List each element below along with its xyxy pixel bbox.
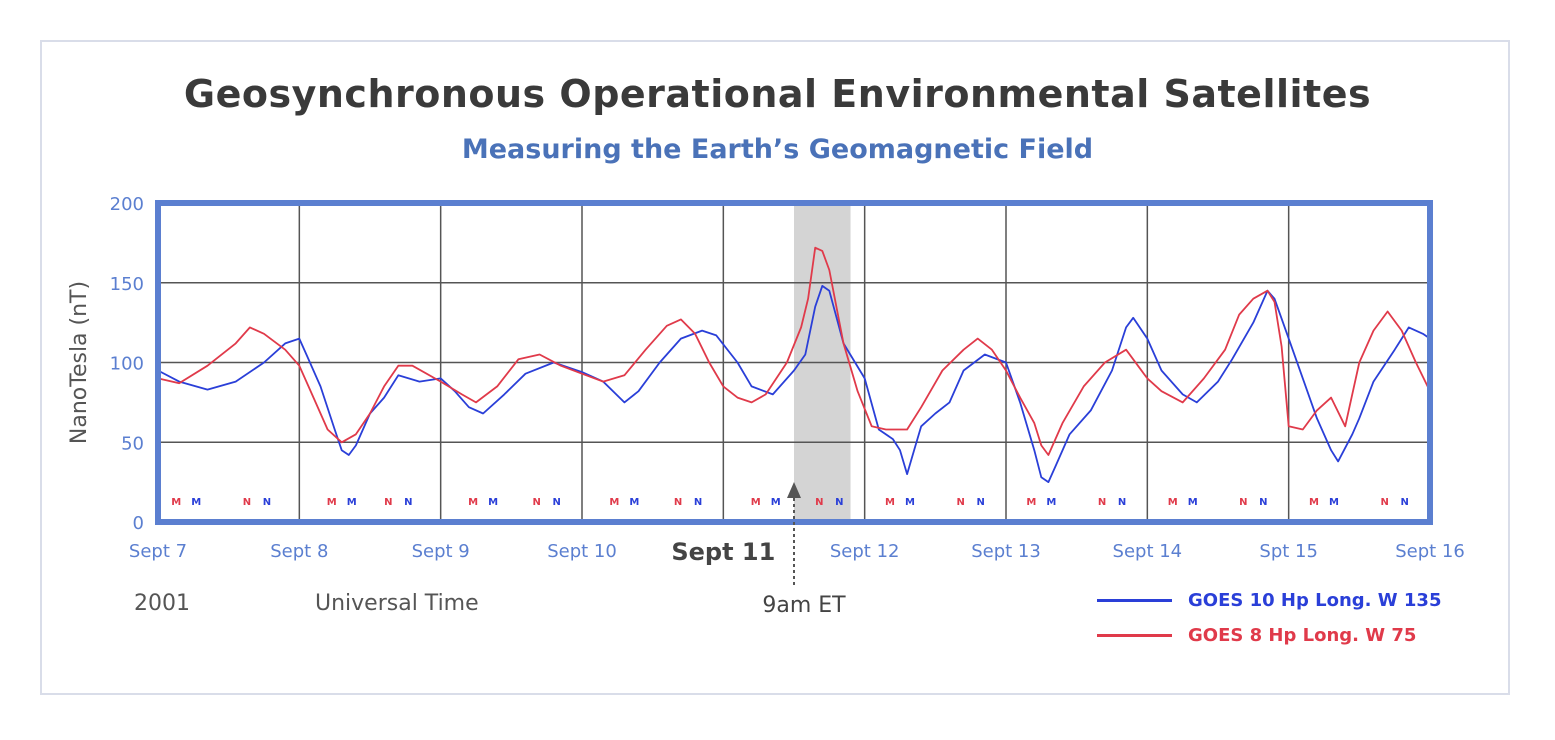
year-label: 2001	[134, 591, 190, 616]
x-tick-label: Sept 11	[671, 538, 775, 566]
marker-letter: M	[1188, 497, 1198, 508]
y-tick-label: 150	[110, 274, 144, 295]
legend-item-goes10: GOES 10 Hp Long. W 135	[1097, 590, 1441, 611]
marker-letter: N	[1239, 497, 1247, 508]
x-tick-label: Sept 10	[547, 541, 617, 562]
marker-letter: M	[347, 497, 357, 508]
marker-letter: M	[1329, 497, 1339, 508]
marker-letter: N	[815, 497, 823, 508]
marker-letter: N	[384, 497, 392, 508]
marker-letter: N	[552, 497, 560, 508]
marker-letter: M	[1046, 497, 1056, 508]
marker-letter: N	[835, 497, 843, 508]
x-tick-label: Sept 8	[270, 541, 328, 562]
series-line-0	[157, 285, 1431, 483]
marker-letter: N	[1098, 497, 1106, 508]
chart-title: Geosynchronous Operational Environmental…	[183, 72, 1372, 116]
x-tick-label: Sept 7	[129, 541, 187, 562]
marker-letter: N	[532, 497, 540, 508]
marker-letter: N	[404, 497, 412, 508]
y-tick-label: 0	[133, 513, 144, 534]
marker-letter: N	[1400, 497, 1408, 508]
marker-letter: M	[191, 497, 201, 508]
annotation-label: 9am ET	[762, 593, 846, 618]
legend-swatch-goes10	[1097, 599, 1172, 602]
marker-letter: M	[885, 497, 895, 508]
x-tick-label: Sept 13	[971, 541, 1041, 562]
marker-letter: M	[751, 497, 761, 508]
marker-letter: M	[488, 497, 498, 508]
marker-letter: M	[171, 497, 181, 508]
legend-swatch-goes8	[1097, 634, 1172, 637]
chart-subtitle: Measuring the Earth’s Geomagnetic Field	[461, 134, 1094, 165]
marker-letter: M	[905, 497, 915, 508]
marker-letter: N	[263, 497, 271, 508]
marker-letter: M	[1026, 497, 1036, 508]
chart-frame	[40, 40, 1510, 695]
marker-letter: M	[771, 497, 781, 508]
y-axis-label: NanoTesla (nT)	[67, 281, 92, 444]
marker-letter: N	[1380, 497, 1388, 508]
y-tick-label: 50	[121, 433, 144, 454]
x-axis-label: Universal Time	[315, 591, 479, 616]
marker-letter: M	[1309, 497, 1319, 508]
y-tick-label: 100	[110, 354, 144, 375]
x-tick-label: Sept 9	[412, 541, 470, 562]
legend-label-goes10: GOES 10 Hp Long. W 135	[1188, 590, 1442, 611]
x-tick-label: Sept 14	[1113, 541, 1183, 562]
marker-letter: M	[629, 497, 639, 508]
annotation-arrow-head	[787, 482, 801, 498]
x-tick-label: Spt 15	[1259, 541, 1318, 562]
marker-letter: N	[976, 497, 984, 508]
marker-letter: M	[609, 497, 619, 508]
marker-letter: N	[1118, 497, 1126, 508]
marker-letter: N	[674, 497, 682, 508]
series-line-1	[157, 246, 1431, 456]
y-tick-label: 200	[110, 194, 144, 215]
marker-letter: N	[694, 497, 702, 508]
legend-label-goes8: GOES 8 Hp Long. W 75	[1188, 625, 1417, 646]
marker-letter: M	[327, 497, 337, 508]
x-tick-label: Sept 12	[830, 541, 900, 562]
marker-letter: N	[956, 497, 964, 508]
marker-letter: N	[1259, 497, 1267, 508]
x-tick-label: Sept 16	[1395, 541, 1465, 562]
marker-letter: M	[468, 497, 478, 508]
marker-letter: M	[1168, 497, 1178, 508]
legend-item-goes8: GOES 8 Hp Long. W 75	[1097, 625, 1416, 646]
marker-letter: N	[243, 497, 251, 508]
